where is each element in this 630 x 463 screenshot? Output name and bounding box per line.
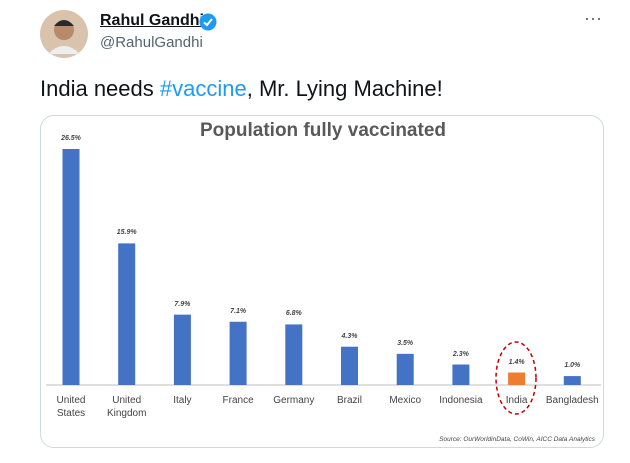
value-label: 7.9% xyxy=(174,300,191,308)
value-label: 7.1% xyxy=(230,307,247,315)
value-label: 15.9% xyxy=(116,229,137,237)
x-tick-label: Brazil xyxy=(336,395,362,406)
x-tick-label: Bangladesh xyxy=(545,395,599,406)
x-tick-label: United Kingdom xyxy=(106,395,147,419)
plot xyxy=(46,149,601,415)
bar xyxy=(173,314,191,385)
user-name[interactable]: Rahul Gandhi xyxy=(100,12,204,29)
value-label: 6.8% xyxy=(285,310,302,318)
value-label: 1.0% xyxy=(564,362,581,370)
source: Source: OurWorldinData, CoWin, AICC Data… xyxy=(439,436,595,443)
x-tick-label: Indonesia xyxy=(439,395,483,406)
x-tick-label: Italy xyxy=(173,395,192,406)
avatar[interactable] xyxy=(40,10,90,60)
value-label: 1.4% xyxy=(508,358,525,366)
bar xyxy=(341,346,358,385)
bar xyxy=(452,364,470,385)
value-label: 2.3% xyxy=(452,350,469,358)
x-tick-label: Germany xyxy=(273,395,315,406)
bar xyxy=(229,321,247,385)
chart-title: Population fully vaccinated xyxy=(200,120,446,141)
x-tick-label: India xyxy=(505,395,528,406)
bar xyxy=(118,243,136,385)
x-tick-label: France xyxy=(222,395,254,406)
x-tick-label: United States xyxy=(56,395,86,419)
bar xyxy=(62,149,80,385)
verified-badge xyxy=(199,13,217,31)
bar xyxy=(508,372,526,385)
text: , Mr. Lying Machine! xyxy=(246,76,443,101)
value-label: 26.5% xyxy=(61,135,81,142)
text: India needs xyxy=(40,76,160,101)
value-label: 4.3% xyxy=(341,332,358,340)
hashtag[interactable]: #vaccine xyxy=(159,76,247,101)
chart-card[interactable]: Population fully vaccinated Source: OurW… xyxy=(40,115,604,448)
more-button[interactable]: ··· xyxy=(584,8,602,28)
user-handle[interactable]: @RahulGandhi xyxy=(100,34,203,51)
bar xyxy=(396,353,414,385)
bar xyxy=(285,324,303,385)
value-label: 3.5% xyxy=(397,339,414,347)
tweet-text: India needs #vaccine, Mr. Lying Machine! xyxy=(40,76,443,102)
x-tick-label: Mexico xyxy=(389,395,422,406)
bar xyxy=(563,376,581,385)
highlight xyxy=(495,341,537,415)
